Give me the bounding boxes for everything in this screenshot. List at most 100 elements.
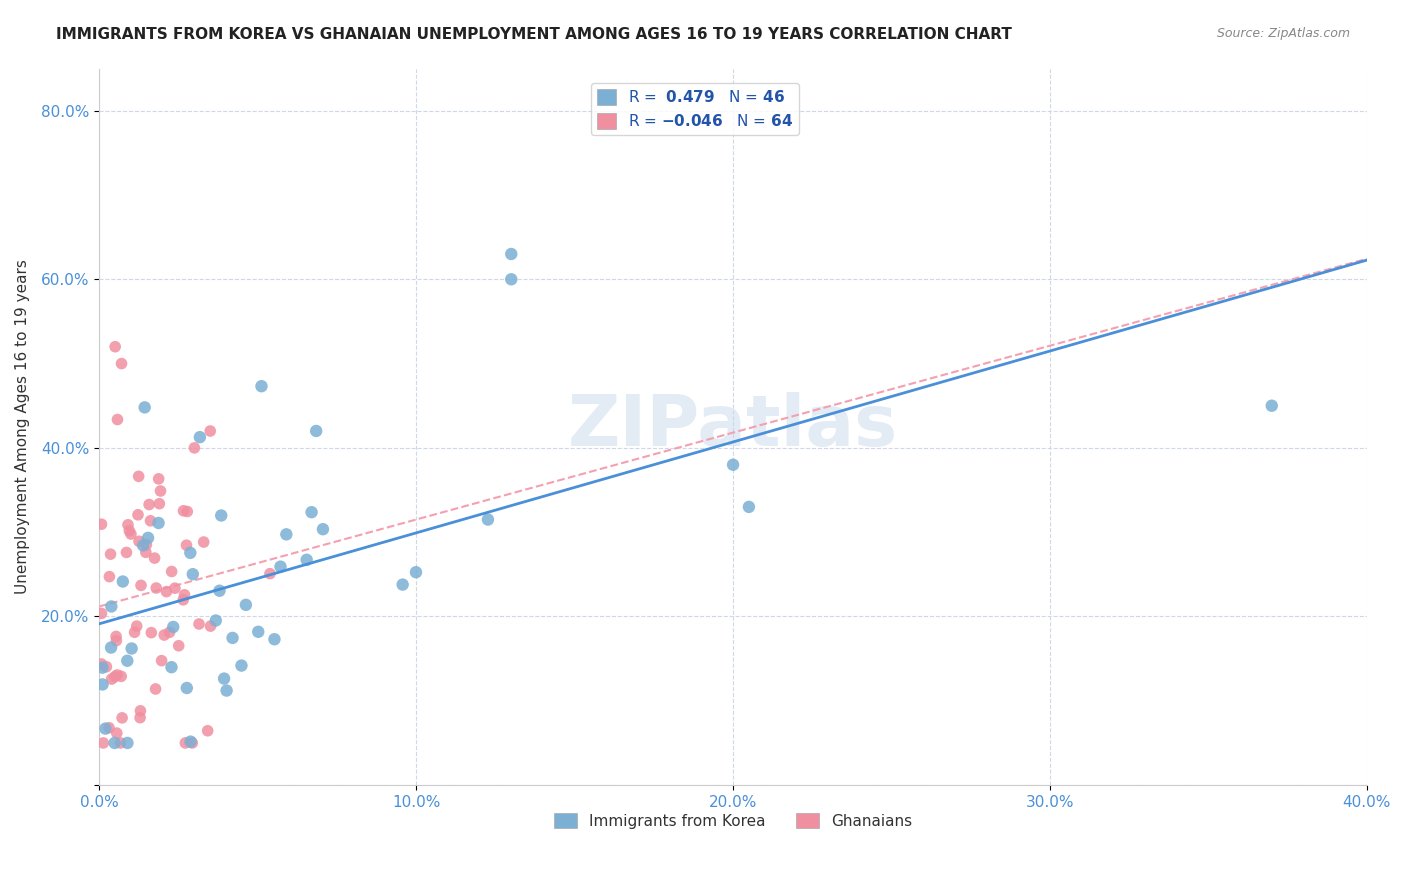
Point [138,498,160,512]
Point [94,722,117,736]
Point [188,430,211,444]
Point [132,538,155,552]
Point [150,654,173,668]
Point [128,469,150,483]
Point [181,736,204,750]
Point [148,472,170,486]
Point [145,681,167,696]
Point [270,559,292,574]
Point [405,566,427,580]
Point [180,734,202,748]
Point [173,588,195,602]
Point [276,527,298,541]
Point [259,566,281,581]
Text: IMMIGRANTS FROM KOREA VS GHANAIAN UNEMPLOYMENT AMONG AGES 16 TO 19 YEARS CORRELA: IMMIGRANTS FROM KOREA VS GHANAIAN UNEMPL… [56,27,1012,42]
Point [105,633,128,648]
Point [104,670,127,684]
Point [124,625,146,640]
Point [305,424,328,438]
Point [160,565,183,579]
Point [121,641,143,656]
Point [148,516,170,530]
Point [136,531,159,545]
Point [721,458,744,472]
Point [107,412,129,426]
Point [141,625,163,640]
Point [135,538,157,552]
Point [1261,399,1284,413]
Point [96,659,118,673]
Point [110,736,132,750]
Point [167,639,190,653]
Point [153,628,176,642]
Point [118,524,141,538]
Point [91,660,114,674]
Point [174,736,197,750]
Point [117,736,139,750]
Point [200,424,222,438]
Point [90,517,112,532]
Point [100,599,122,614]
Point [197,723,219,738]
Point [215,683,238,698]
Point [105,668,128,682]
Point [172,592,194,607]
Point [160,660,183,674]
Text: ZIPatlas: ZIPatlas [568,392,898,461]
Point [738,500,761,514]
Point [111,574,134,589]
Point [231,658,253,673]
Point [105,726,128,740]
Text: Source: ZipAtlas.com: Source: ZipAtlas.com [1216,27,1350,40]
Point [104,340,127,354]
Point [90,607,112,621]
Point [105,629,128,643]
Point [91,677,114,691]
Point [128,534,150,549]
Point [312,522,335,536]
Point [117,517,139,532]
Point [129,711,152,725]
Point [221,631,243,645]
Point [188,617,211,632]
Point [247,624,270,639]
Point [100,547,122,561]
Point [501,272,523,286]
Point [110,669,132,683]
Y-axis label: Unemployment Among Ages 16 to 19 years: Unemployment Among Ages 16 to 19 years [15,260,30,594]
Point [501,247,523,261]
Point [149,483,172,498]
Point [90,657,112,671]
Point [100,672,122,686]
Point [200,619,222,633]
Point [212,672,235,686]
Point [135,545,157,559]
Point [250,379,273,393]
Point [183,441,205,455]
Point [263,632,285,647]
Point [98,721,121,735]
Point [209,508,232,523]
Point [145,581,167,595]
Point [477,512,499,526]
Point [176,504,198,518]
Point [176,681,198,695]
Point [235,598,257,612]
Point [155,584,177,599]
Point [176,538,198,552]
Point [193,535,215,549]
Point [104,736,127,750]
Point [181,567,204,582]
Point [117,654,139,668]
Point [204,614,226,628]
Point [100,640,122,655]
Point [143,551,166,566]
Point [120,527,142,541]
Point [127,508,149,522]
Point [129,578,152,592]
Point [295,553,318,567]
Point [179,546,201,560]
Point [173,504,195,518]
Point [139,514,162,528]
Point [110,357,132,371]
